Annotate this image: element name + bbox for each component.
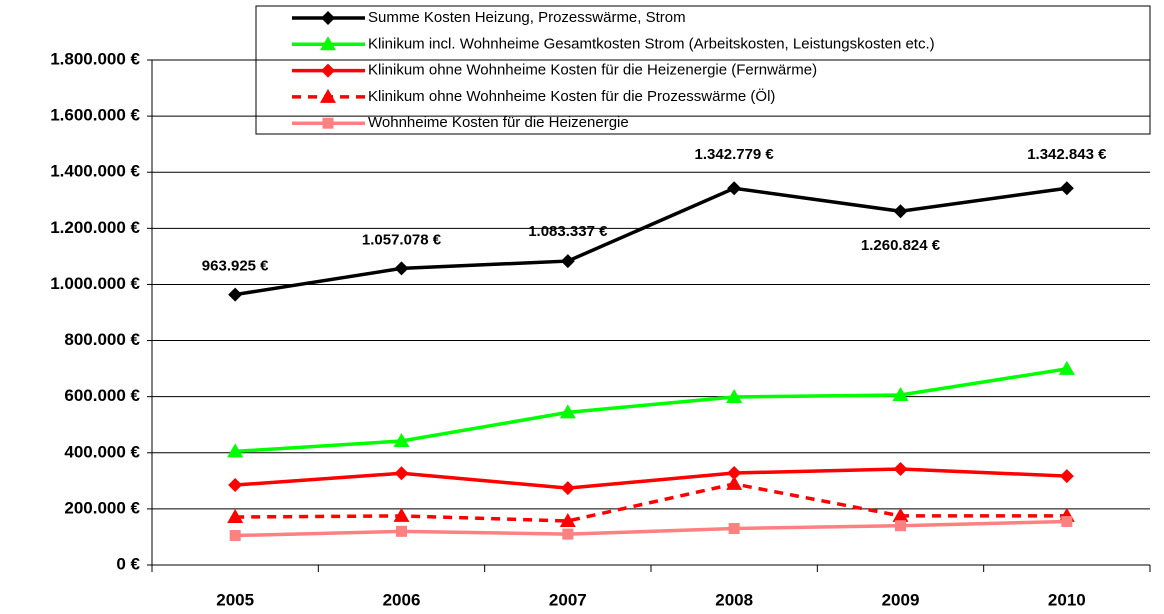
point-marker [895, 520, 906, 532]
point-marker [1059, 469, 1074, 484]
data-label: 1.260.824 € [861, 237, 941, 254]
x-tick-label: 2006 [383, 590, 421, 609]
x-tick-label: 2007 [549, 590, 587, 609]
y-tick-label: 1.200.000 € [50, 218, 140, 237]
point-marker [560, 481, 575, 496]
point-marker [1058, 360, 1075, 375]
data-label: 1.342.843 € [1027, 146, 1107, 163]
x-tick-label: 2005 [216, 590, 254, 609]
y-tick-label: 1.000.000 € [50, 274, 140, 293]
series-line [235, 367, 1068, 454]
point-marker [893, 204, 908, 219]
y-tick-label: 400.000 € [64, 442, 140, 461]
y-tick-label: 600.000 € [64, 386, 140, 405]
point-marker [396, 525, 407, 537]
point-marker [559, 404, 576, 419]
legend-box [255, 5, 1151, 135]
point-marker [728, 523, 740, 535]
x-tick-label: 2010 [1048, 590, 1086, 609]
point-marker [1061, 516, 1073, 528]
legend-label: Klinikum ohne Wohnheime Kosten für die H… [368, 62, 817, 79]
legend-marker [322, 117, 334, 129]
data-label: 1.057.078 € [362, 231, 442, 248]
series-line [235, 482, 1067, 523]
point-marker [394, 261, 409, 276]
point-marker [393, 432, 410, 447]
y-tick-label: 0 € [116, 554, 140, 573]
series-line [235, 467, 1067, 490]
legend-label: Klinikum incl. Wohnheime Gesamtkosten St… [368, 35, 935, 52]
point-marker [1059, 181, 1074, 196]
point-marker [893, 462, 908, 477]
point-marker [394, 466, 409, 481]
x-tick-label: 2009 [882, 590, 920, 609]
legend-marker [320, 88, 336, 103]
legend-label: Klinikum ohne Wohnheime Kosten für die P… [368, 87, 775, 105]
point-marker [229, 530, 241, 542]
point-marker [227, 443, 244, 458]
point-marker [892, 386, 909, 401]
series-line [235, 519, 1067, 538]
point-marker [227, 509, 244, 524]
legend-marker [321, 63, 335, 78]
y-tick-label: 1.600.000 € [50, 106, 140, 125]
data-label: 1.083.337 € [528, 223, 608, 240]
point-marker [726, 388, 743, 403]
data-label: 963.925 € [202, 258, 269, 275]
point-marker [562, 528, 574, 540]
legend-marker [320, 36, 336, 51]
point-marker [228, 478, 243, 493]
y-tick-label: 1.400.000 € [50, 162, 140, 181]
y-tick-label: 800.000 € [64, 330, 140, 349]
x-tick-label: 2008 [715, 590, 753, 609]
data-label: 1.342.779 € [695, 146, 775, 163]
point-marker [559, 512, 576, 527]
legend-label: Wohnheime Kosten für die Heizenergie [368, 114, 629, 131]
y-tick-label: 1.800.000 € [50, 49, 140, 68]
y-tick-label: 200.000 € [64, 498, 140, 517]
legend-marker [321, 11, 335, 25]
point-marker [892, 507, 909, 522]
point-marker [726, 475, 743, 490]
series-line [234, 186, 1068, 297]
point-marker [727, 181, 742, 196]
point-marker [560, 254, 575, 269]
point-marker [228, 287, 243, 302]
point-marker [727, 465, 742, 480]
point-marker [393, 507, 410, 522]
legend-label: Summe Kosten Heizung, Prozesswärme, Stro… [368, 9, 686, 26]
